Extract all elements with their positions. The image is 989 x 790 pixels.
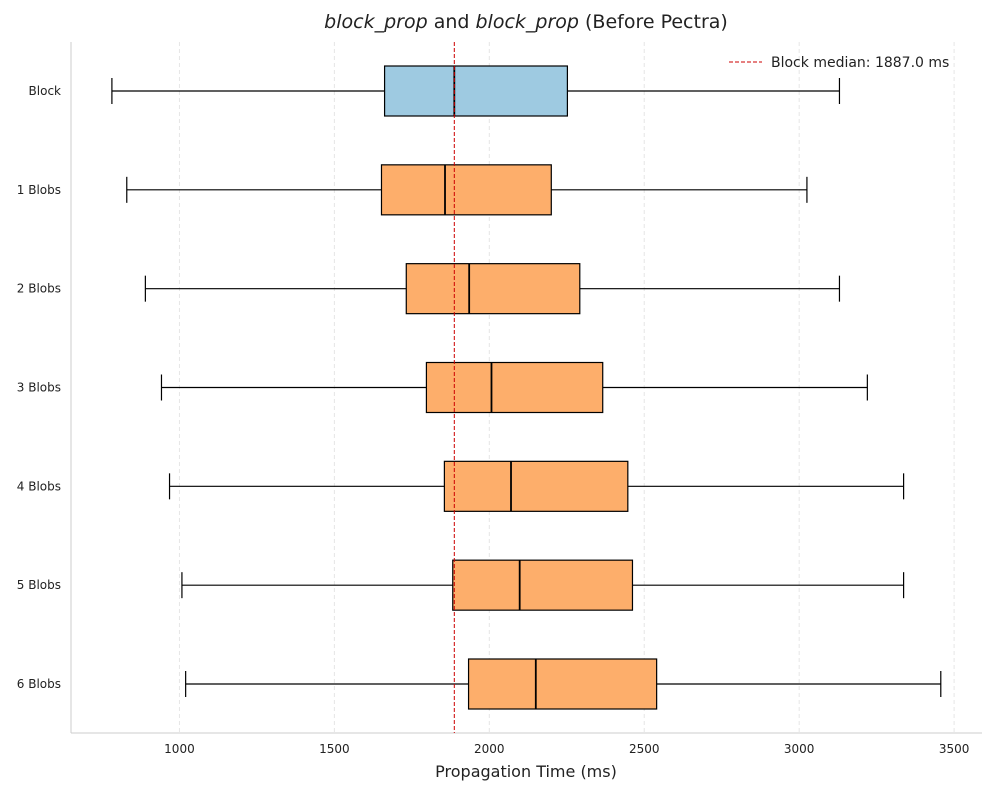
box-6-blobs: [185, 658, 942, 710]
x-tick-label: 2500: [629, 742, 660, 756]
x-tick-label: 2000: [474, 742, 505, 756]
box-block: [111, 65, 841, 117]
x-tick-label: 3500: [939, 742, 970, 756]
ticks-layer: 1000 1500 2000 2500 3000 3500: [164, 742, 969, 756]
x-tick-label: 1000: [164, 742, 195, 756]
iqr-box: [425, 361, 604, 414]
chart-title: block_prop and block_prop (Before Pectra…: [324, 11, 728, 33]
y-tick-label: 5 Blobs: [17, 578, 61, 592]
box-4-blobs: [168, 460, 905, 512]
category-labels: Block 1 Blobs 2 Blobs 3 Blobs 4 Blobs 5 Blobs…: [17, 84, 61, 691]
box-5-blobs: [181, 559, 905, 611]
iqr-box: [443, 460, 629, 512]
chart-title-part-2: block_prop: [475, 11, 578, 33]
y-tick-label: 1 Blobs: [17, 183, 61, 197]
iqr-box: [405, 263, 581, 315]
legend: Block median: 1887.0 ms: [729, 55, 949, 71]
boxes-layer: [111, 65, 942, 710]
legend-label: Block median: 1887.0 ms: [771, 55, 949, 71]
chart-title-part-0: block_prop: [324, 11, 427, 33]
x-axis-label: Propagation Time (ms): [435, 762, 617, 781]
iqr-box: [467, 658, 658, 710]
x-tick-label: 3000: [784, 742, 815, 756]
iqr-box: [380, 164, 552, 216]
box-3-blobs: [160, 361, 868, 414]
y-tick-label: 2 Blobs: [17, 282, 61, 296]
iqr-box: [452, 559, 634, 611]
y-tick-label: 3 Blobs: [17, 381, 61, 395]
x-tick-label: 1500: [319, 742, 350, 756]
y-tick-label: 6 Blobs: [17, 677, 61, 691]
iqr-box: [383, 65, 569, 117]
chart-title-part-3: (Before Pectra): [579, 11, 728, 33]
y-tick-label: Block: [29, 84, 62, 98]
y-tick-label: 4 Blobs: [17, 479, 61, 493]
chart-title-part-1: and: [428, 11, 476, 33]
box-1-blobs: [126, 164, 808, 216]
box-2-blobs: [144, 263, 841, 315]
